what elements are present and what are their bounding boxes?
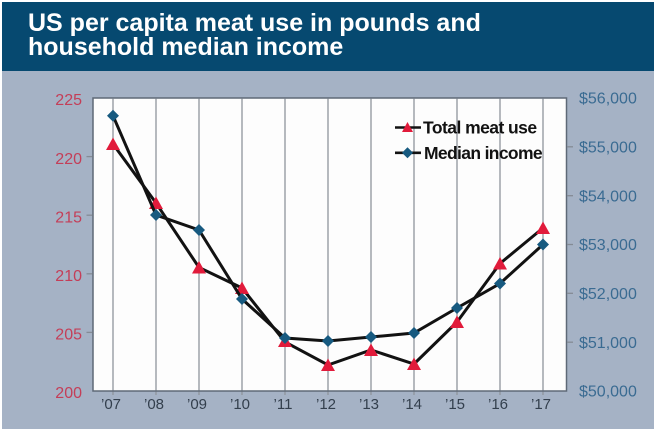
svg-text:215: 215 <box>55 209 82 226</box>
svg-text:$55,000: $55,000 <box>579 139 637 156</box>
svg-text:’17: ’17 <box>531 396 551 413</box>
svg-text:220: 220 <box>55 151 82 168</box>
svg-text:Total meat use: Total meat use <box>423 118 537 138</box>
svg-text:200: 200 <box>55 385 82 402</box>
svg-text:$51,000: $51,000 <box>579 335 637 352</box>
svg-text:’12: ’12 <box>316 396 336 413</box>
svg-text:$50,000: $50,000 <box>579 384 637 401</box>
svg-text:’14: ’14 <box>402 396 422 413</box>
svg-text:210: 210 <box>55 268 82 285</box>
svg-text:225: 225 <box>55 92 82 109</box>
svg-text:’15: ’15 <box>445 396 465 413</box>
svg-text:$52,000: $52,000 <box>579 286 637 303</box>
svg-text:’16: ’16 <box>488 396 508 413</box>
svg-text:’07: ’07 <box>101 396 121 413</box>
svg-text:$56,000: $56,000 <box>579 90 637 107</box>
svg-text:205: 205 <box>55 327 82 344</box>
svg-text:’10: ’10 <box>230 396 250 413</box>
svg-text:’08: ’08 <box>144 396 164 413</box>
svg-text:$53,000: $53,000 <box>579 237 637 254</box>
svg-text:’13: ’13 <box>359 396 379 413</box>
svg-text:’11: ’11 <box>274 396 293 413</box>
svg-text:’09: ’09 <box>187 396 207 413</box>
svg-text:$54,000: $54,000 <box>579 188 637 205</box>
svg-text:Median income: Median income <box>424 143 543 163</box>
